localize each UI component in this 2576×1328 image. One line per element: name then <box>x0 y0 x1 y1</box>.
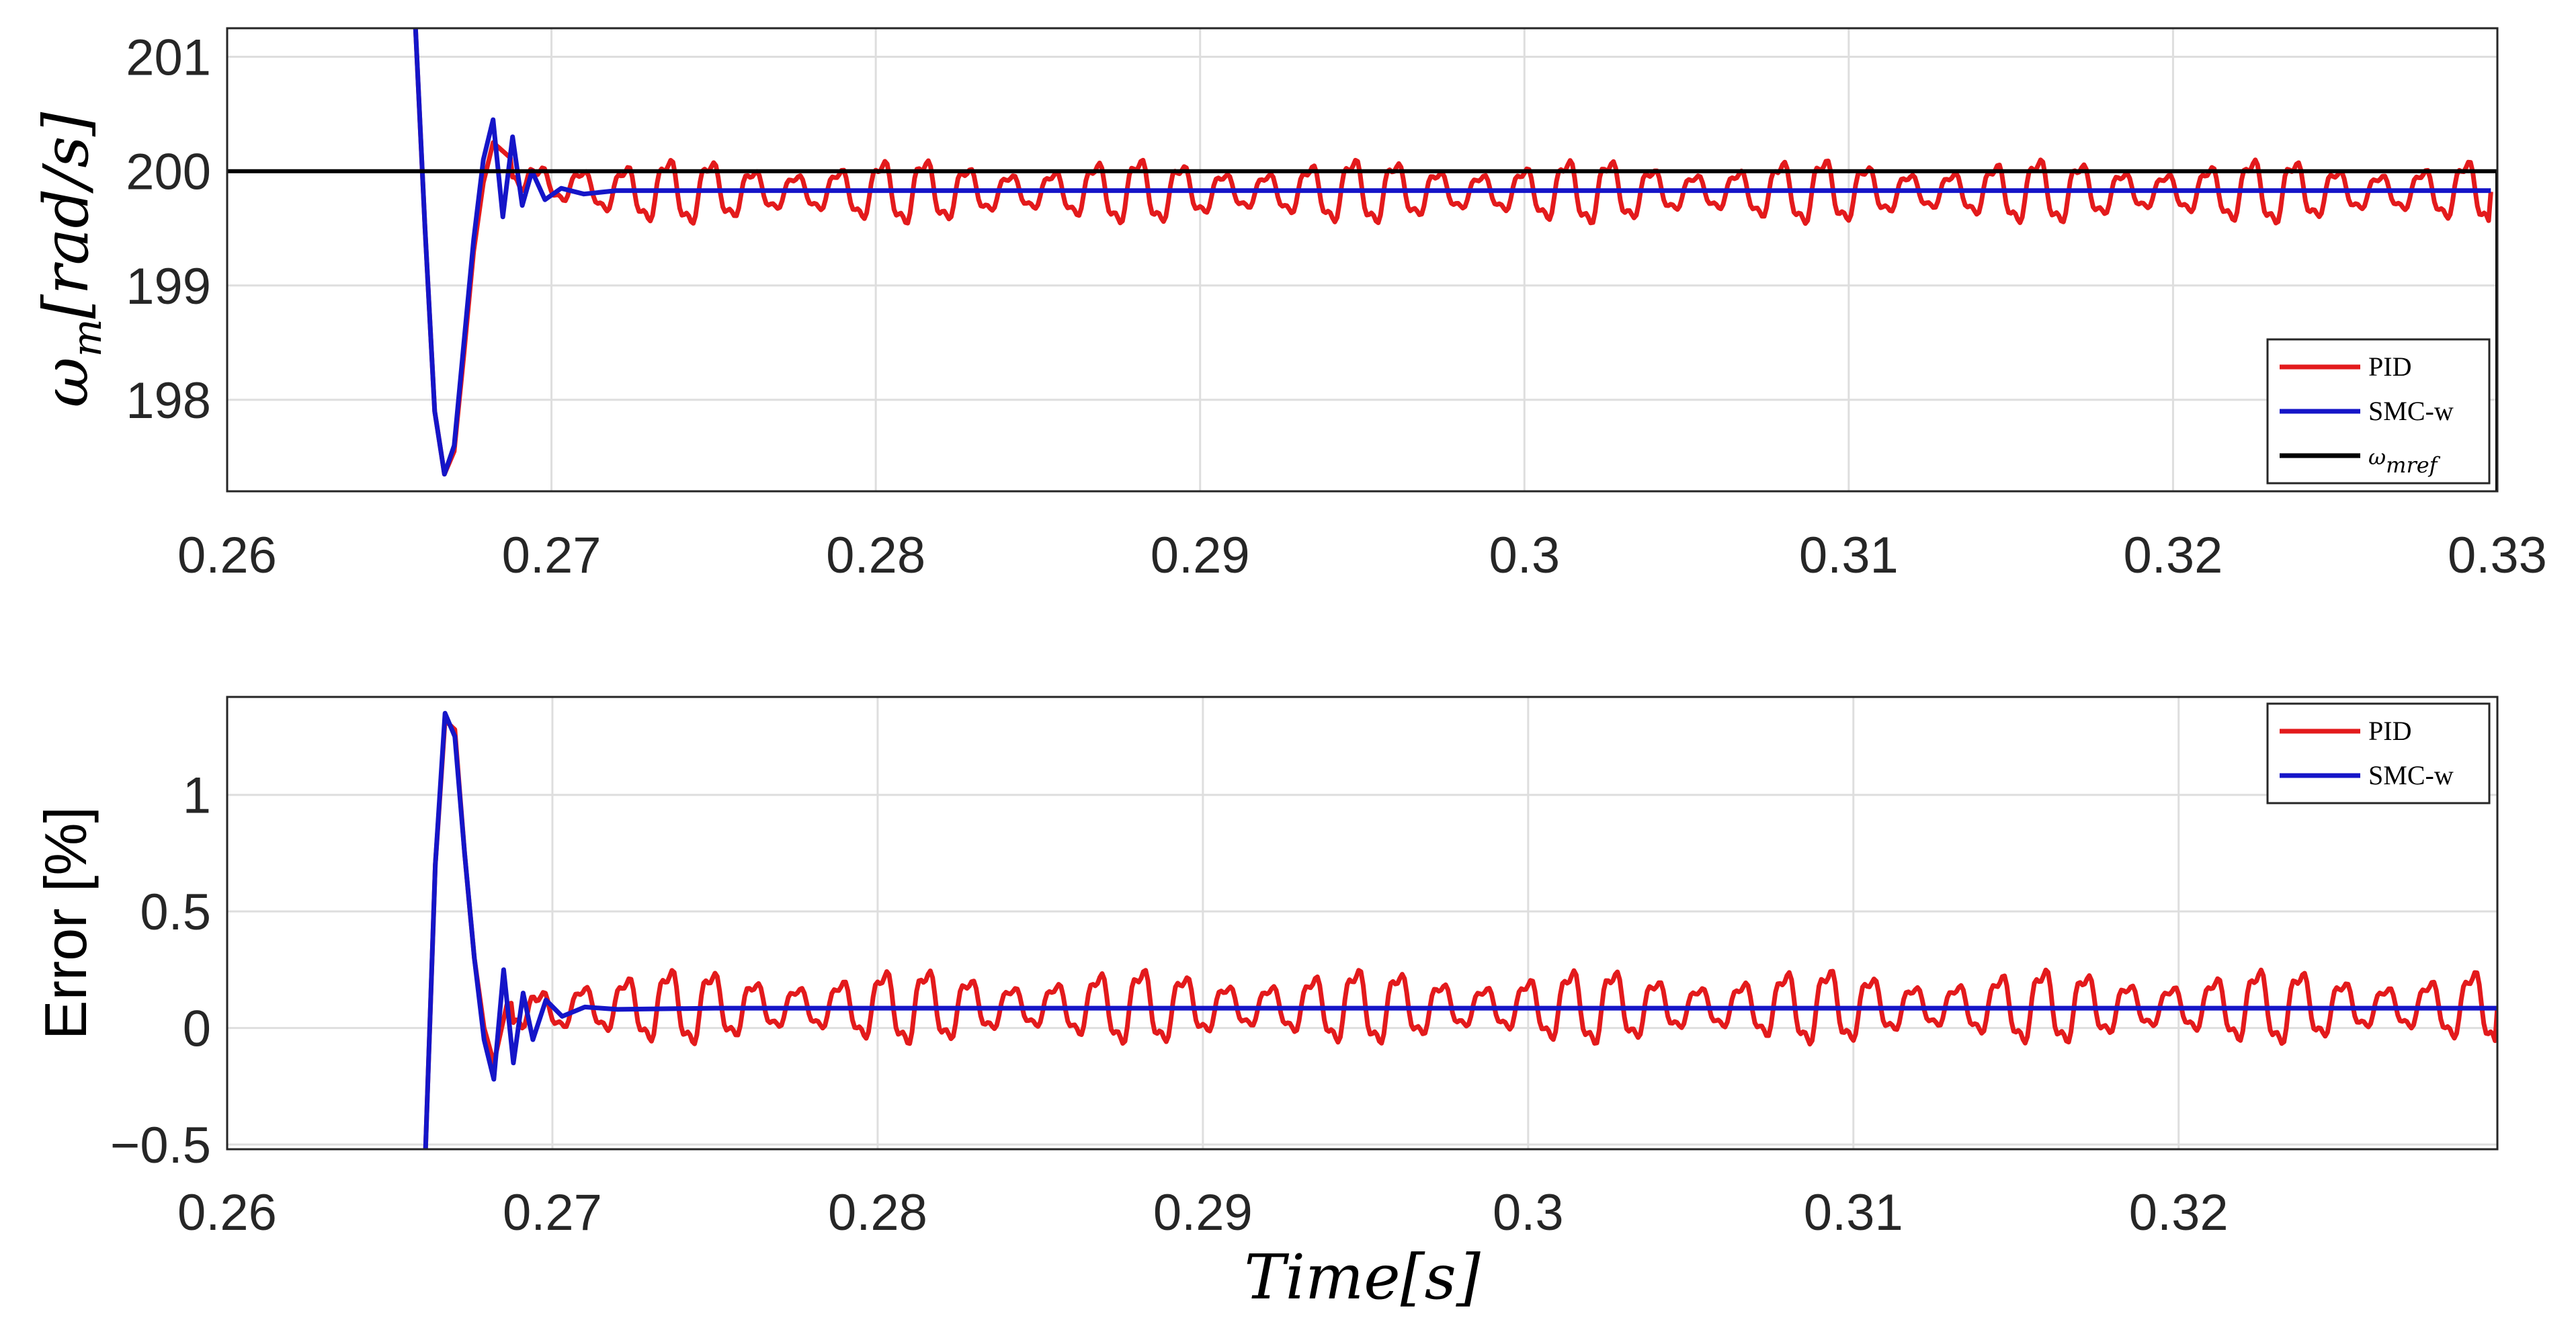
legend-box <box>2266 702 2491 804</box>
series-line--mref <box>227 169 2497 491</box>
y-tick-label: 1 <box>183 767 211 825</box>
x-tick-label: 0.3 <box>1489 527 1560 584</box>
x-axis-label-unit: [s] <box>1401 1241 1481 1313</box>
y-tick-label: −0.5 <box>110 1117 211 1174</box>
x-axis-label: Time[s] <box>1244 1241 1481 1313</box>
x-tick-label: 0.33 <box>2448 527 2547 584</box>
x-tick-label: 0.28 <box>828 1184 927 1241</box>
y-tick-label: 199 <box>126 258 211 315</box>
axes-frame <box>226 696 2499 1151</box>
y-tick-label: 198 <box>126 372 211 429</box>
legend-label: SMC-w <box>2368 760 2454 790</box>
legend: PID SMC-w <box>2266 702 2491 804</box>
x-tick-label: 0.29 <box>1153 1184 1253 1241</box>
x-tick-label: 0.3 <box>1493 1184 1564 1241</box>
chart-panel-2: 0.26 0.27 0.28 0.29 0.3 0.31 0.32 1 0.5 0 −0.5 PID S… <box>32 696 2499 1313</box>
legend-label: PID <box>2368 716 2411 746</box>
chart-panel-1: 0.26 0.27 0.28 0.29 0.3 0.31 0.32 0.33 201 200 199… <box>30 27 2547 584</box>
y-tick-label: 0.5 <box>140 884 211 941</box>
y-axis-label-unit: [rad/s] <box>30 112 102 319</box>
axes-frame <box>226 27 2499 493</box>
legend-label: SMC-w <box>2368 396 2454 426</box>
legend: PID SMC-w ωmref <box>2266 338 2491 485</box>
legend-label-subscript: mref <box>2386 452 2441 478</box>
legend-label-text: PID <box>2368 716 2411 746</box>
y-axis-label-subscript: m <box>64 319 111 357</box>
y-axis-label-symbol: ω <box>30 357 102 407</box>
series-line-smc-w <box>413 28 2491 476</box>
x-tick-label: 0.32 <box>2129 1184 2229 1241</box>
series-group <box>227 28 2497 491</box>
x-tick-label: 0.32 <box>2123 527 2222 584</box>
y-tick-label: 201 <box>126 30 211 87</box>
legend-label: PID <box>2368 351 2411 382</box>
y-tick-label: 0 <box>183 1001 211 1058</box>
x-tick-label: 0.27 <box>502 527 601 584</box>
x-tick-label: 0.28 <box>826 527 925 584</box>
x-tick-label: 0.26 <box>177 527 277 584</box>
x-tick-label: 0.26 <box>177 1184 277 1241</box>
x-tick-label: 0.29 <box>1151 527 1250 584</box>
x-tick-label: 0.31 <box>1799 527 1899 584</box>
legend-label: ωmref <box>2368 444 2441 478</box>
plot-area <box>227 697 2497 1149</box>
y-axis-label: ωm[rad/s] <box>30 112 111 408</box>
series-line-pid <box>423 718 2497 1149</box>
x-axis-label-main: Time <box>1244 1241 1400 1313</box>
series-line-smc-w <box>423 710 2497 1149</box>
legend-label-text: PID <box>2368 351 2411 382</box>
legend-label-text: SMC-w <box>2368 396 2454 426</box>
legend-label-text: ω <box>2368 444 2386 470</box>
y-axis-label: Error [%] <box>32 806 99 1040</box>
plot-area <box>227 28 2497 491</box>
x-tick-label: 0.27 <box>503 1184 602 1241</box>
y-tick-label: 200 <box>126 144 211 201</box>
series-group <box>423 710 2497 1149</box>
legend-label-text: SMC-w <box>2368 760 2454 790</box>
x-tick-label: 0.31 <box>1804 1184 1903 1241</box>
series-line-pid <box>413 28 2493 476</box>
